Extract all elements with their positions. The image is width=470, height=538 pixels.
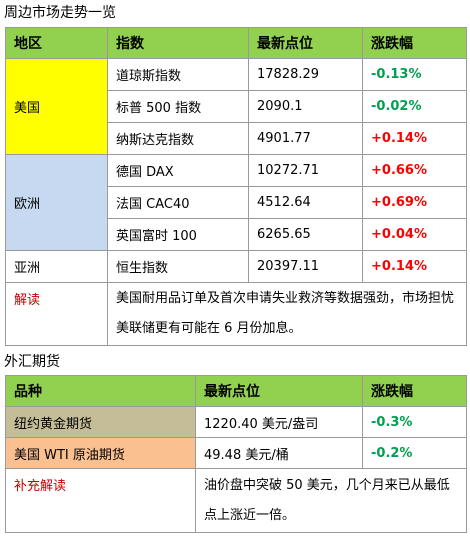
index-value: 10272.71 bbox=[248, 154, 363, 187]
data-row: 美国 WTI 原油期货 49.48 美元/桶 -0.2% bbox=[5, 437, 467, 469]
product-name: 纽约黄金期货 bbox=[5, 406, 196, 438]
header-row: 地区 指数 最新点位 涨跌幅 bbox=[5, 27, 467, 59]
index-name: 德国 DAX bbox=[107, 154, 249, 187]
futures-table: 品种 最新点位 涨跌幅 纽约黄金期货 1220.40 美元/盎司 -0.3% 美国 WTI … bbox=[5, 375, 467, 533]
index-change: +0.69% bbox=[362, 186, 467, 219]
product-value: 49.48 美元/桶 bbox=[195, 437, 363, 469]
product-change: -0.3% bbox=[362, 406, 467, 438]
index-value: 20397.11 bbox=[248, 250, 363, 283]
note-label: 解读 bbox=[5, 282, 108, 346]
header-cell: 涨跌幅 bbox=[362, 375, 467, 407]
data-row: 纽约黄金期货 1220.40 美元/盎司 -0.3% bbox=[5, 406, 467, 438]
index-value: 17828.29 bbox=[248, 58, 363, 91]
section-title: 外汇期货 bbox=[4, 354, 60, 370]
header-row: 品种 最新点位 涨跌幅 bbox=[5, 375, 467, 407]
index-name: 标普 500 指数 bbox=[107, 90, 249, 123]
data-row: 英国富时 100 6265.65 +0.04% bbox=[6, 218, 467, 251]
note-row: 解读 美国耐用品订单及首次申请失业救济等数据强劲，市场担忧美联储更有可能在 6 月… bbox=[5, 282, 467, 346]
index-change: +0.14% bbox=[362, 250, 467, 283]
region-cell: 亚洲 bbox=[5, 250, 108, 283]
data-row: 美国 道琼斯指数 17828.29 -0.13% bbox=[5, 58, 467, 155]
index-value: 2090.1 bbox=[248, 90, 363, 123]
note-label: 补充解读 bbox=[5, 468, 196, 533]
header-cell: 涨跌幅 bbox=[362, 27, 467, 59]
index-change: +0.14% bbox=[362, 122, 467, 155]
product-value: 1220.40 美元/盎司 bbox=[195, 406, 363, 438]
data-row: 亚洲 恒生指数 20397.11 +0.14% bbox=[5, 250, 467, 283]
index-value: 4512.64 bbox=[248, 186, 363, 219]
header-cell: 最新点位 bbox=[248, 27, 363, 59]
header-cell: 指数 bbox=[107, 27, 249, 59]
header-cell: 品种 bbox=[5, 375, 196, 407]
header-cell: 最新点位 bbox=[195, 375, 363, 407]
index-name: 纳斯达克指数 bbox=[107, 122, 249, 155]
product-change: -0.2% bbox=[362, 437, 467, 469]
index-value: 4901.77 bbox=[248, 122, 363, 155]
index-name: 法国 CAC40 bbox=[107, 186, 249, 219]
index-name: 道琼斯指数 bbox=[107, 58, 249, 91]
note-row: 补充解读 油价盘中突破 50 美元，几个月来已从最低点上涨近一倍。 bbox=[5, 468, 467, 533]
data-row: 标普 500 指数 2090.1 -0.02% bbox=[6, 90, 467, 123]
data-row: 法国 CAC40 4512.64 +0.69% bbox=[6, 186, 467, 219]
index-value: 6265.65 bbox=[248, 218, 363, 251]
data-row: 欧洲 德国 DAX 10272.71 +0.66% bbox=[5, 154, 467, 251]
index-name: 英国富时 100 bbox=[107, 218, 249, 251]
region-cell: 欧洲 bbox=[5, 154, 108, 251]
header-cell: 地区 bbox=[5, 27, 108, 59]
index-change: +0.04% bbox=[362, 218, 467, 251]
section-title: 周边市场走势一览 bbox=[4, 5, 116, 21]
note-text: 美国耐用品订单及首次申请失业救济等数据强劲，市场担忧美联储更有可能在 6 月份加… bbox=[107, 282, 467, 346]
index-change: -0.02% bbox=[362, 90, 467, 123]
index-change: +0.66% bbox=[362, 154, 467, 187]
index-change: -0.13% bbox=[362, 58, 467, 91]
product-name: 美国 WTI 原油期货 bbox=[5, 437, 196, 469]
index-name: 恒生指数 bbox=[107, 250, 249, 283]
region-cell: 美国 bbox=[5, 58, 108, 155]
data-row: 纳斯达克指数 4901.77 +0.14% bbox=[6, 122, 467, 155]
note-text: 油价盘中突破 50 美元，几个月来已从最低点上涨近一倍。 bbox=[195, 468, 467, 533]
markets-table: 地区 指数 最新点位 涨跌幅 美国 道琼斯指数 17828.29 -0.13% 标普 500 指… bbox=[5, 27, 467, 346]
